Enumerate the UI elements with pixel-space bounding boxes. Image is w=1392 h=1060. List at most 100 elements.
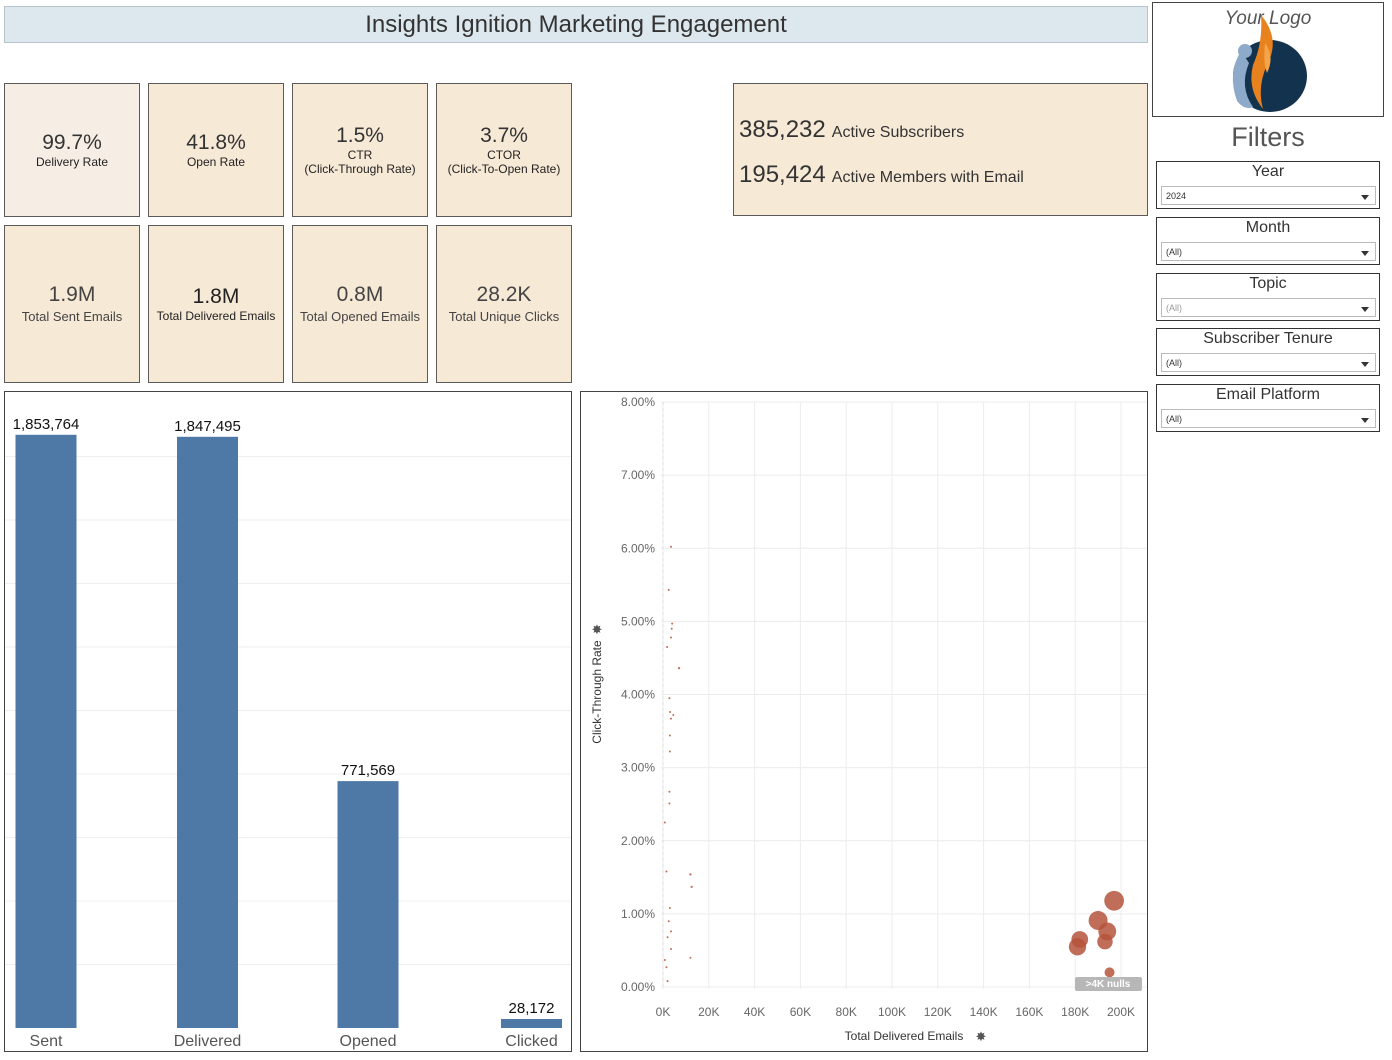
logo-text: Your Logo — [1224, 8, 1312, 29]
kpi-sublabel: (Click-To-Open Rate) — [447, 162, 561, 176]
kpi-label: CTR — [347, 148, 373, 162]
scatter-point — [668, 790, 671, 793]
year-select[interactable]: 2024 — [1161, 186, 1376, 205]
scatter-point — [669, 711, 672, 714]
scatter-point — [671, 622, 674, 625]
chevron-down-icon[interactable] — [1361, 195, 1369, 200]
topic-select[interactable]: (All) — [1161, 298, 1376, 317]
filter-label: Topic — [1249, 275, 1287, 292]
filter-topic: Topic (All) — [1156, 273, 1380, 321]
bar-value-label: 28,172 — [509, 1000, 555, 1017]
filter-label: Email Platform — [1215, 386, 1321, 403]
select-value: (All) — [1166, 303, 1182, 313]
scatter-point — [689, 956, 692, 959]
kpi-value: 28.2K — [476, 283, 532, 306]
active-subscribers-row: 385,232 Active Subscribers — [739, 116, 964, 144]
subscribers-card: 385,232 Active Subscribers 195,424 Activ… — [733, 83, 1148, 216]
y-axis-title: Click-Through Rate — [590, 640, 604, 744]
scatter-point — [689, 873, 692, 876]
kpi-sublabel: (Click-Through Rate) — [304, 162, 416, 176]
kpi-value: 0.8M — [336, 283, 384, 306]
kpi-total-clicks: 28.2K Total Unique Clicks — [436, 225, 572, 383]
kpi-label: Total Opened Emails — [300, 309, 420, 324]
x-tick-label: 120K — [924, 1005, 952, 1019]
kpi-label: CTOR — [487, 148, 521, 162]
scatter-point — [1104, 967, 1115, 978]
kpi-value: 41.8% — [186, 131, 246, 154]
y-tick-label: 1.00% — [621, 907, 655, 921]
scatter-point — [1104, 890, 1125, 911]
pin-icon: ✸ — [976, 1029, 987, 1044]
scatter-point — [665, 870, 668, 873]
scatter-point — [1068, 938, 1087, 956]
filter-label: Subscriber Tenure — [1203, 330, 1333, 347]
filter-month: Month (All) — [1156, 217, 1380, 265]
funnel-bar-chart: 1,853,764 Sent 1,847,495 Delivered 771,569 Op… — [4, 391, 572, 1052]
kpi-label: Total Delivered Emails — [156, 309, 276, 323]
bar-value-label: 1,847,495 — [174, 418, 241, 435]
active-members-value: 195,424 — [739, 161, 826, 188]
select-value: (All) — [1166, 358, 1182, 368]
y-tick-label: 2.00% — [621, 834, 655, 848]
kpi-total-sent: 1.9M Total Sent Emails — [4, 225, 140, 383]
x-tick-label: 100K — [878, 1005, 906, 1019]
subscriber-tenure-select[interactable]: (All) — [1161, 353, 1376, 372]
bar-clicked — [501, 1018, 562, 1028]
select-value: (All) — [1166, 247, 1182, 257]
chevron-down-icon[interactable] — [1361, 307, 1369, 312]
y-tick-label: 4.00% — [621, 688, 655, 702]
bar-category-label: Sent — [30, 1033, 63, 1050]
y-tick-label: 3.00% — [621, 761, 655, 775]
filter-label: Year — [1251, 163, 1285, 180]
kpi-label: Delivery Rate — [35, 155, 109, 169]
scatter-point — [670, 930, 673, 933]
active-subscribers-value: 385,232 — [739, 116, 826, 143]
scatter-point — [668, 697, 671, 700]
bar-category-label: Delivered — [174, 1033, 242, 1050]
chevron-down-icon[interactable] — [1361, 362, 1369, 367]
scatter-point — [668, 907, 671, 910]
kpi-total-delivered: 1.8M Total Delivered Emails — [148, 225, 284, 383]
x-tick-label: 0K — [656, 1005, 671, 1019]
scatter-point — [668, 802, 671, 805]
x-tick-label: 160K — [1015, 1005, 1043, 1019]
scatter-point — [666, 645, 669, 648]
email-platform-select[interactable]: (All) — [1161, 409, 1376, 428]
x-tick-label: 40K — [744, 1005, 765, 1019]
scatter-point — [1097, 933, 1113, 950]
scatter-point — [670, 545, 673, 548]
bar-value-label: 771,569 — [341, 762, 395, 779]
kpi-value: 1.9M — [48, 283, 96, 306]
ctr-scatter-chart: 0K 20K 40K 60K 80K 100K 120K 140K 160K 180K 200K 0.… — [580, 391, 1148, 1052]
active-subscribers-label: Active Subscribers — [831, 124, 965, 141]
filter-email-platform: Email Platform (All) — [1156, 384, 1380, 432]
null-indicator-label: >4K nulls — [1086, 979, 1131, 990]
x-tick-label: 140K — [970, 1005, 998, 1019]
active-members-row: 195,424 Active Members with Email — [739, 161, 1024, 189]
x-tick-label: 80K — [836, 1005, 857, 1019]
scatter-point — [666, 980, 669, 983]
scatter-point — [672, 713, 675, 716]
x-tick-label: 60K — [790, 1005, 811, 1019]
kpi-delivery-rate: 99.7% Delivery Rate — [4, 83, 140, 217]
kpi-value: 1.5% — [336, 124, 384, 147]
scatter-point — [665, 966, 668, 969]
active-members-label: Active Members with Email — [831, 169, 1024, 186]
filter-label: Month — [1245, 219, 1291, 236]
chevron-down-icon[interactable] — [1361, 251, 1369, 256]
select-value: 2024 — [1166, 191, 1187, 201]
scatter-point — [668, 750, 671, 753]
scatter-point — [670, 636, 673, 639]
chevron-down-icon[interactable] — [1361, 418, 1369, 423]
month-select[interactable]: (All) — [1161, 242, 1376, 261]
x-tick-label: 200K — [1107, 1005, 1135, 1019]
bar-delivered — [177, 436, 238, 1028]
bar-sent — [15, 434, 77, 1028]
kpi-open-rate: 41.8% Open Rate — [148, 83, 284, 217]
kpi-label: Open Rate — [186, 155, 246, 169]
kpi-value: 1.8M — [192, 285, 240, 308]
pin-icon: ✸ — [592, 622, 603, 637]
scatter-point — [670, 717, 673, 720]
filters-title: Filters — [1231, 122, 1305, 152]
y-tick-label: 7.00% — [621, 468, 655, 482]
